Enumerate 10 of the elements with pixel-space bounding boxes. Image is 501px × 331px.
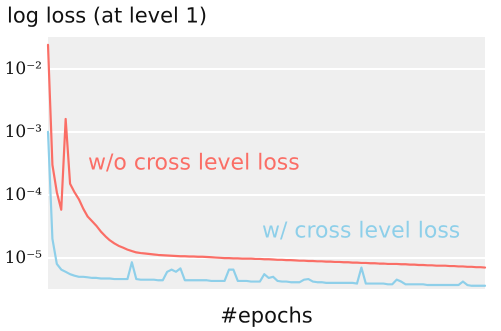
line-series: [46, 44, 486, 269]
y-tick-label: 10⁻⁵: [4, 248, 42, 268]
x-axis-title: #epochs: [220, 304, 313, 328]
y-tick-label: 10⁻²: [4, 58, 42, 79]
y-tick-label: 10⁻⁴: [4, 184, 42, 205]
y-tick-label: 10⁻³: [4, 122, 42, 142]
chart-title: log loss (at level 1): [7, 4, 208, 28]
series-label: w/o cross level loss: [88, 150, 300, 176]
series-label: w/ cross level loss: [262, 218, 460, 244]
line-series: [46, 130, 486, 287]
